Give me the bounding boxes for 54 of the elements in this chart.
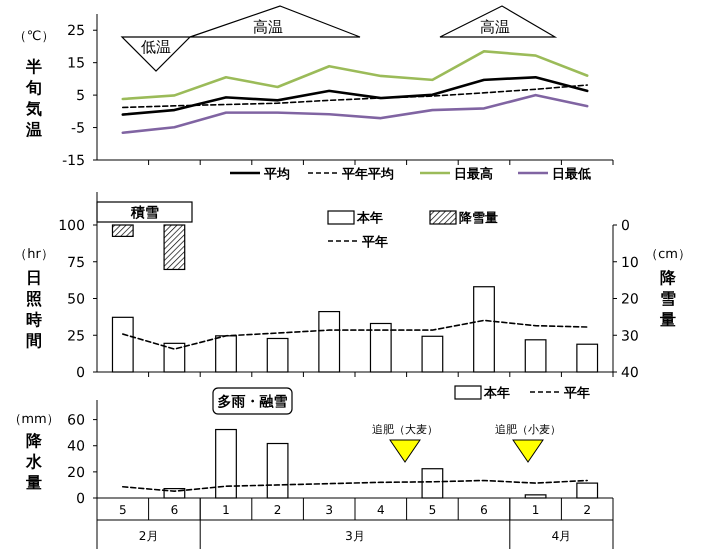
legend-label: 平年 xyxy=(563,386,590,401)
annotation: 高温 xyxy=(253,18,283,36)
x-tick-label: 2 xyxy=(274,503,282,517)
annotation: 低温 xyxy=(141,38,171,56)
x-tick-label: 5 xyxy=(428,503,436,517)
y-tick-label: 100 xyxy=(58,218,85,234)
text: 2月 xyxy=(138,529,158,543)
legend-label: 日最低 xyxy=(552,167,591,182)
y2-axis-title: （cm）降雪量 xyxy=(645,247,691,329)
x-tick-label: 1 xyxy=(222,503,230,517)
y-tick-label: 5 xyxy=(76,88,85,104)
y-tick-label: 15 xyxy=(67,56,85,72)
legend-label: 降雪量 xyxy=(459,211,498,226)
y-axis-title: （℃）半旬気温 xyxy=(14,29,54,139)
y-axis-title: （hr）日照時間 xyxy=(14,247,54,350)
y-tick-label: 25 xyxy=(67,328,85,344)
line-series xyxy=(122,76,588,116)
y-tick-label: 60 xyxy=(67,412,85,429)
x-tick-label: 2 xyxy=(583,503,592,517)
legend-label: 平年 xyxy=(361,235,388,250)
y2-tick-label: 40 xyxy=(621,365,639,381)
x-tick-label: 6 xyxy=(480,503,488,517)
line-series xyxy=(122,94,588,134)
y-tick-label: 50 xyxy=(67,292,85,308)
y-axis-title: （mm）降水量 xyxy=(8,412,60,492)
y-tick-label: 75 xyxy=(67,254,85,271)
y-tick-label: -5 xyxy=(71,120,85,137)
y2-tick-label: 30 xyxy=(621,328,639,344)
y2-tick-label: 10 xyxy=(621,254,639,271)
y-tick-label: -15 xyxy=(62,153,85,169)
y-tick-label: 40 xyxy=(67,438,85,455)
y-tick-label: 25 xyxy=(67,23,85,40)
x-tick-label: 1 xyxy=(532,503,540,517)
legend-label: 平均 xyxy=(263,167,290,182)
annotation: 追肥（小麦） xyxy=(495,423,561,436)
annotation: 追肥（大麦） xyxy=(372,423,438,436)
legend-label: 日最高 xyxy=(454,166,493,182)
text: 4月 xyxy=(552,529,572,543)
text: 積雪 xyxy=(130,205,159,221)
x-tick-label: 4 xyxy=(376,503,385,517)
y-tick-label: 0 xyxy=(76,491,85,507)
annotation: 多雨・融雪 xyxy=(218,394,288,410)
x-tick-label: 6 xyxy=(170,503,178,517)
y-tick-label: 0 xyxy=(76,365,85,381)
y-tick-label: 20 xyxy=(67,464,85,481)
x-tick-label: 3 xyxy=(325,503,334,517)
legend-label: 平年平均 xyxy=(341,167,394,182)
y2-tick-label: 20 xyxy=(621,292,639,308)
legend-label: 本年 xyxy=(483,386,510,401)
y2-tick-label: 0 xyxy=(621,218,630,234)
legend-label: 本年 xyxy=(356,211,383,226)
x-tick-label: 5 xyxy=(118,503,127,517)
text: 3月 xyxy=(345,529,365,543)
annotation: 高温 xyxy=(480,18,510,36)
